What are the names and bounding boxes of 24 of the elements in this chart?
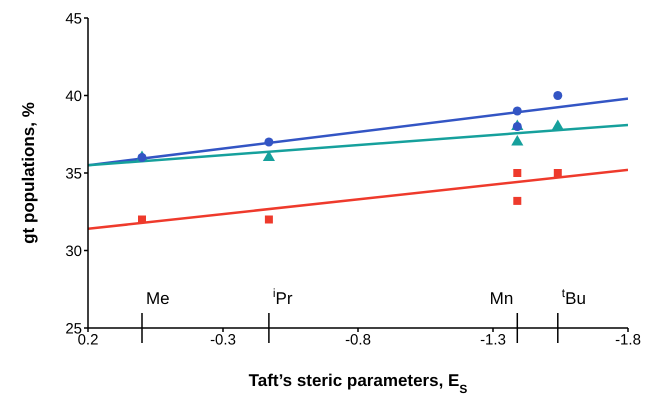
y-tick-label: 45 (65, 10, 82, 28)
point (554, 169, 562, 177)
point (264, 216, 273, 224)
ref-line-label: $^{t}$Bu (562, 286, 586, 308)
y-tick-label: 35 (65, 165, 82, 182)
point (137, 152, 147, 162)
ref-line-label: $^{i}$Pr (272, 286, 293, 308)
x-axis-title: Taft’s steric parameters, E$_{S}$ (248, 371, 468, 396)
y-tick-label: 40 (65, 88, 82, 105)
x-tick-label: -0.3 (210, 332, 236, 349)
point (513, 196, 522, 205)
point (512, 122, 522, 132)
y-tick-label: 30 (65, 242, 82, 260)
x-tick-label: -1.8 (615, 332, 641, 349)
point (512, 106, 522, 116)
ref-line-label: Me (146, 289, 170, 308)
x-tick-label: -0.8 (345, 332, 371, 349)
point (513, 169, 522, 177)
point (138, 216, 146, 224)
point (264, 137, 274, 147)
ref-line-label: Mn (490, 289, 514, 308)
point (553, 90, 562, 100)
x-tick-label: -1.3 (480, 332, 506, 349)
y-axis-title: gt populations, % (19, 102, 38, 244)
